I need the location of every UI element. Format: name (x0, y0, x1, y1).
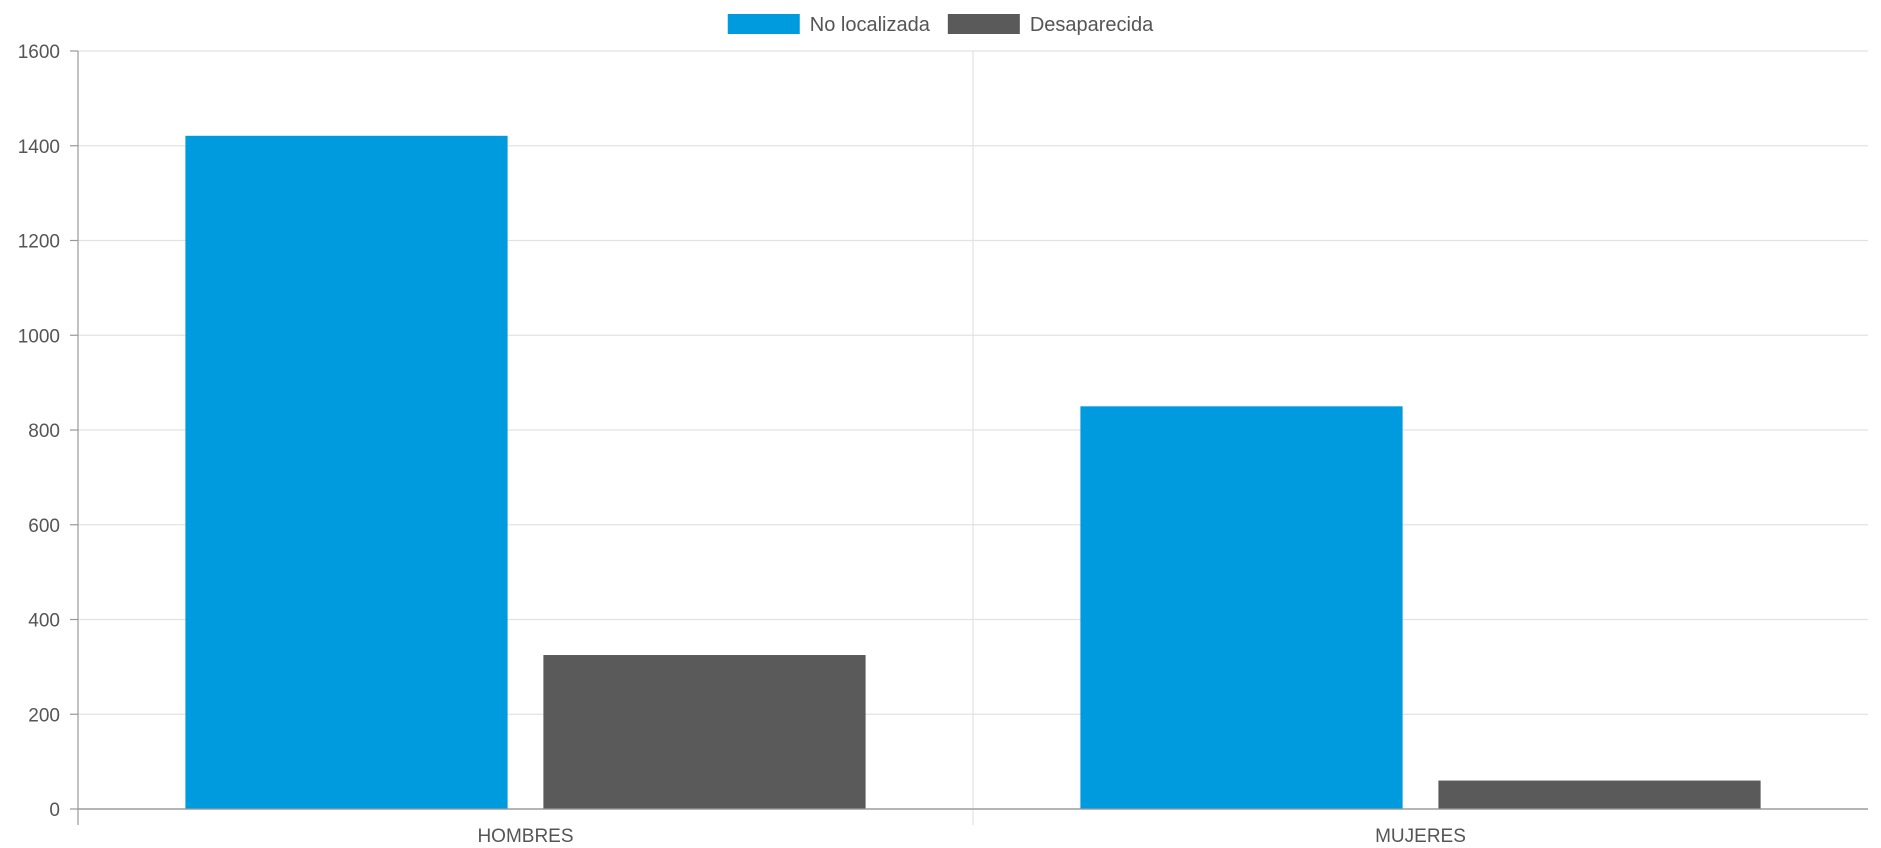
legend-label: No localizada (810, 14, 931, 36)
y-tick-label: 1200 (18, 232, 60, 253)
bar-hombres-0 (185, 135, 508, 809)
legend: No localizada Desaparecida (727, 14, 1154, 36)
legend-item[interactable]: No localizada (727, 14, 931, 36)
y-axis-ticks: 0 200 400 600 800 1000 1200 1400 1600 (18, 42, 78, 821)
legend-swatch (947, 14, 1020, 34)
legend-label: Desaparecida (1030, 14, 1154, 36)
y-tick-label: 1600 (18, 42, 60, 63)
x-tick-label: MUJERES (1375, 826, 1466, 843)
bars (185, 135, 1761, 809)
y-tick-label: 400 (28, 611, 60, 632)
y-tick-label: 1400 (18, 137, 60, 158)
x-axis-ticks: HOMBRES MUJERES (477, 826, 1466, 847)
axes (77, 51, 1868, 825)
y-tick-label: 600 (28, 516, 60, 537)
x-tick-label: HOMBRES (477, 826, 573, 843)
bar-hombres-1 (543, 655, 866, 809)
y-tick-label: 800 (28, 421, 60, 442)
y-tick-label: 1000 (18, 326, 60, 347)
bar-mujeres-0 (1080, 406, 1403, 809)
y-tick-label: 0 (49, 800, 60, 821)
legend-item[interactable]: Desaparecida (947, 14, 1154, 36)
y-tick-label: 200 (28, 705, 60, 726)
bar-mujeres-1 (1438, 780, 1761, 809)
legend-swatch (727, 14, 800, 34)
